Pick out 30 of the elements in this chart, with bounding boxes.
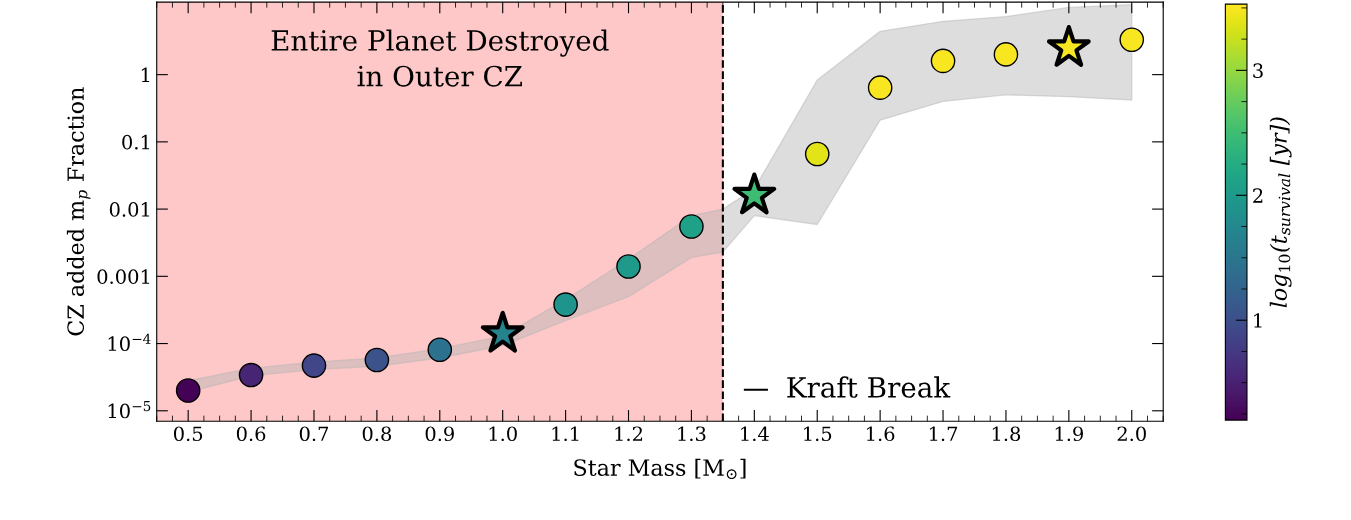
y-tick-label: 0.01 bbox=[109, 202, 150, 217]
y-tick-label: 0.1 bbox=[122, 134, 150, 150]
color-bar-label: 2 bbox=[1253, 188, 1263, 203]
x-tick-label: 1.3 bbox=[678, 426, 706, 442]
x-tick-label: 0.8 bbox=[362, 426, 392, 442]
x-tick-label: 1.1 bbox=[552, 426, 579, 442]
x-tick-label: 1.0 bbox=[489, 426, 517, 442]
x-tick-label: 2.0 bbox=[1117, 426, 1146, 442]
color-bar-label: 3 bbox=[1253, 63, 1263, 79]
color-bar-title: log$_{10}$(t$_{survival}$ [yr]) bbox=[1269, 117, 1292, 308]
x-tick-label: 1.6 bbox=[867, 426, 895, 442]
y-tick-label: 1 bbox=[141, 67, 150, 83]
y-tick-label: 0.001 bbox=[97, 269, 150, 284]
x-tick-label: 1.7 bbox=[929, 426, 958, 442]
x-tick-label: 0.5 bbox=[173, 426, 203, 442]
color-bar-label: 1 bbox=[1254, 313, 1262, 328]
x-axis-title: Star Mass [M$_{⊙}$] bbox=[574, 458, 746, 480]
y-tick-label: 10$^{−4}$ bbox=[108, 333, 151, 352]
x-tick-label: 1.5 bbox=[804, 426, 832, 442]
x-tick-label: 1.2 bbox=[615, 426, 643, 442]
x-tick-label: 0.7 bbox=[299, 426, 329, 442]
x-tick-label: 1.8 bbox=[992, 426, 1021, 442]
y-tick-label: 10$^{−5}$ bbox=[108, 401, 151, 419]
x-tick-label: 1.9 bbox=[1055, 426, 1083, 442]
ref-line-label: Kraft Break bbox=[787, 376, 951, 398]
x-tick-label: 0.9 bbox=[425, 426, 454, 442]
y-axis-title: CZ added m$_{p}$ Fraction bbox=[66, 87, 91, 336]
band-label: Entire Planet Destroyed in Outer CZ bbox=[271, 29, 609, 87]
x-tick-label: 1.4 bbox=[741, 426, 769, 442]
x-tick-label: 0.6 bbox=[236, 426, 266, 442]
